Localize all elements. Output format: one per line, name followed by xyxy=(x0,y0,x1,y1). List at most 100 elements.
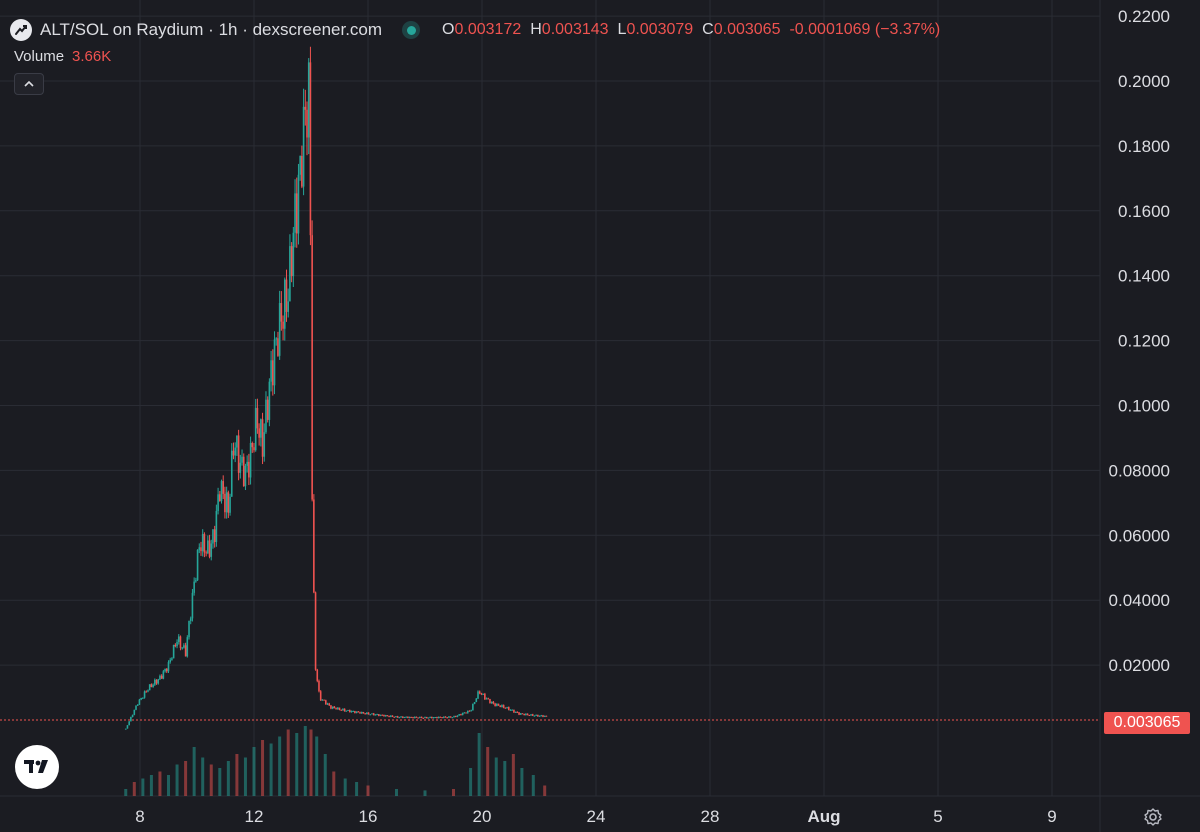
candle-body xyxy=(436,717,438,719)
candle-body xyxy=(419,716,421,719)
volume-bar xyxy=(477,733,481,796)
candle-body xyxy=(213,529,216,542)
candle-body xyxy=(287,301,289,312)
volume-bar xyxy=(226,761,230,796)
candle-body xyxy=(461,713,464,716)
candle-body xyxy=(133,709,136,715)
candle-body xyxy=(448,716,450,718)
market-status-icon xyxy=(402,21,421,39)
candle-body xyxy=(340,709,343,711)
candle-body xyxy=(328,703,331,706)
candle-body xyxy=(184,645,187,657)
candle-body xyxy=(195,580,197,582)
candle-body xyxy=(519,713,522,715)
volume-bar xyxy=(278,736,282,796)
candle-body xyxy=(126,725,129,729)
candle-body xyxy=(325,700,327,705)
candle-body xyxy=(188,620,190,638)
candle-body xyxy=(528,714,531,716)
candle-body xyxy=(236,435,238,448)
volume-bar xyxy=(486,747,490,796)
candle-body xyxy=(237,435,240,473)
tradingview-logo[interactable] xyxy=(15,745,59,789)
volume-bar xyxy=(511,754,515,796)
x-axis: 8 12 16 20 24 28 Aug 5 9 xyxy=(135,807,1056,826)
candle-body xyxy=(321,699,324,701)
candle-body xyxy=(506,707,508,709)
candle-body xyxy=(164,668,166,672)
candle-body xyxy=(314,592,317,670)
candle-body xyxy=(142,697,144,699)
gear-icon[interactable] xyxy=(1142,806,1164,828)
candle-body xyxy=(497,703,500,706)
candle-body xyxy=(266,399,269,420)
x-tick-label: 16 xyxy=(359,807,378,826)
candle-body xyxy=(395,716,397,718)
candle-body xyxy=(388,715,390,717)
volume-bar xyxy=(175,764,179,796)
volume-bar xyxy=(309,729,313,796)
x-tick-label: 9 xyxy=(1047,807,1056,826)
candle-body xyxy=(292,232,295,277)
candle-body xyxy=(176,641,178,647)
candle-body xyxy=(405,716,407,718)
candle-body xyxy=(347,709,349,711)
candle-body xyxy=(384,715,387,717)
candle-body xyxy=(345,710,348,712)
candle-body xyxy=(268,381,271,420)
candle-body xyxy=(386,715,389,717)
candle-body xyxy=(492,701,495,704)
candle-body xyxy=(193,581,195,593)
candle-body xyxy=(412,717,414,719)
candle-body xyxy=(396,716,399,718)
volume-bar xyxy=(366,785,370,796)
candle-body xyxy=(124,728,127,730)
y-tick-label: 0.1000 xyxy=(1118,397,1170,416)
volume-bar xyxy=(218,768,222,796)
candle-body xyxy=(283,279,286,329)
y-tick-label: 0.02000 xyxy=(1109,656,1170,675)
candle-body xyxy=(410,716,413,718)
high-label: H xyxy=(530,21,542,38)
collapse-legend-button[interactable] xyxy=(14,73,44,95)
volume-bar xyxy=(355,782,359,796)
volume-bar xyxy=(132,782,136,796)
volume-bar xyxy=(286,729,290,796)
candle-body xyxy=(514,711,517,713)
trend-up-icon[interactable] xyxy=(10,19,32,41)
candle-body xyxy=(540,715,543,717)
candle-body xyxy=(381,714,384,716)
x-tick-label: 8 xyxy=(135,807,144,826)
candle-body xyxy=(128,721,130,726)
candle-body xyxy=(230,450,233,497)
candle-body xyxy=(369,714,372,716)
candle-body xyxy=(174,644,177,647)
candle-body xyxy=(272,360,274,386)
candle-body xyxy=(331,706,334,709)
candle-body xyxy=(443,716,445,718)
candle-body xyxy=(437,716,440,719)
candle-body xyxy=(224,493,226,513)
candle-body xyxy=(189,618,192,621)
candle-body xyxy=(159,675,161,680)
candle-body xyxy=(201,534,204,552)
candle-body xyxy=(336,707,339,710)
candle-body xyxy=(263,432,266,457)
candle-body xyxy=(147,690,149,692)
candle-body xyxy=(157,679,160,684)
candle-body xyxy=(478,691,481,694)
chevron-up-icon xyxy=(24,80,34,87)
candle-body xyxy=(348,709,351,713)
candle-body xyxy=(251,442,254,448)
candle-body xyxy=(383,715,385,717)
candle-body xyxy=(460,714,462,716)
candle-body xyxy=(530,714,532,716)
candle-body xyxy=(432,717,435,719)
candle-body xyxy=(378,714,380,716)
low-label: L xyxy=(617,21,627,38)
candle-body xyxy=(342,708,344,711)
open-label: O xyxy=(442,21,455,38)
candle-body xyxy=(162,671,165,679)
